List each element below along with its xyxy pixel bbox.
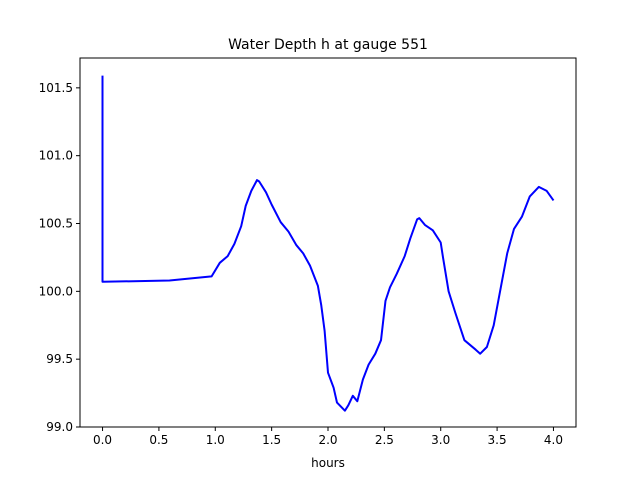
x-tick-label: 0.0 xyxy=(93,433,112,447)
x-tick-label: 3.0 xyxy=(431,433,450,447)
x-tick-label: 2.5 xyxy=(375,433,394,447)
y-tick-label: 101.0 xyxy=(39,149,73,163)
plot-frame xyxy=(79,57,577,428)
chart-title: Water Depth h at gauge 551 xyxy=(228,37,428,53)
x-tick-label: 3.5 xyxy=(488,433,507,447)
x-tick-label: 1.5 xyxy=(262,433,281,447)
series-line-h xyxy=(101,75,555,412)
y-tick-label: 99.5 xyxy=(46,352,73,366)
x-tick-label: 1.0 xyxy=(206,433,225,447)
x-tick-label: 2.0 xyxy=(318,433,337,447)
y-tick-label: 99.0 xyxy=(46,420,73,434)
y-tick-label: 100.5 xyxy=(39,217,73,231)
x-tick-label: 0.5 xyxy=(149,433,168,447)
x-tick-label: 4.0 xyxy=(544,433,563,447)
y-tick-label: 100.0 xyxy=(39,284,73,298)
x-axis-label: hours xyxy=(311,456,345,470)
y-tick-label: 101.5 xyxy=(39,81,73,95)
